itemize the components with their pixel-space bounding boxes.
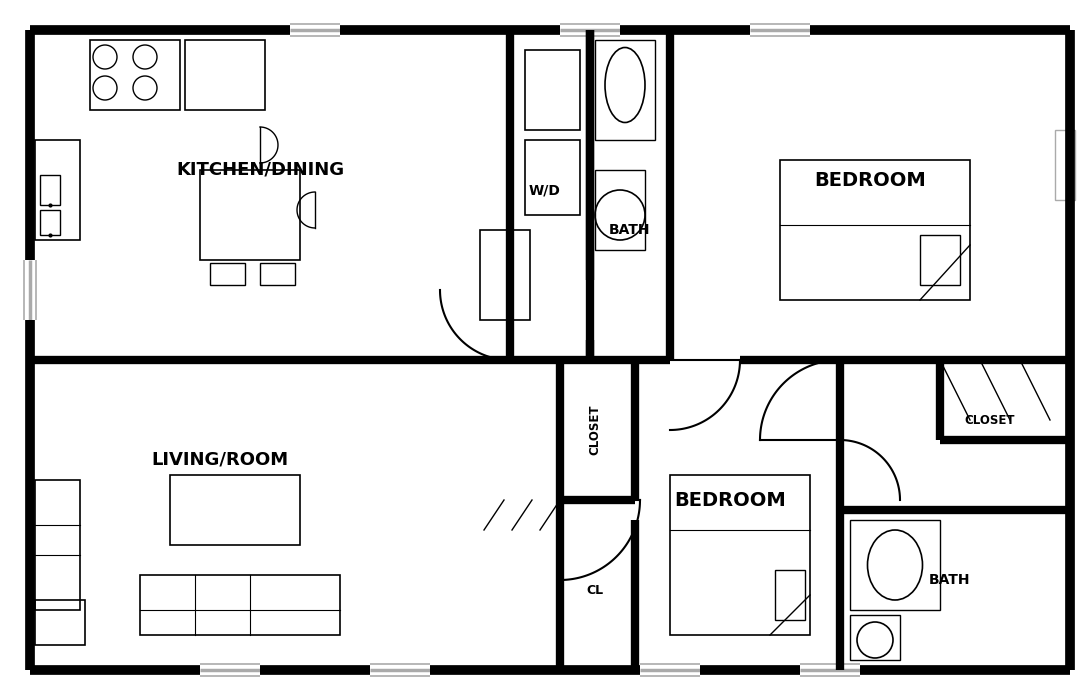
Bar [920, 235, 960, 285]
Bar [210, 263, 245, 285]
Bar [480, 230, 530, 320]
Bar [199, 170, 300, 260]
Text: LIVING/ROOM: LIVING/ROOM [152, 451, 289, 469]
Text: KITCHEN/DINING: KITCHEN/DINING [175, 161, 344, 179]
Bar [90, 40, 180, 110]
Bar [850, 615, 900, 660]
Text: BEDROOM: BEDROOM [674, 491, 786, 510]
Bar [140, 575, 340, 635]
Bar [670, 475, 810, 635]
Text: BATH: BATH [930, 573, 971, 587]
Bar [261, 263, 295, 285]
Bar [1055, 130, 1075, 200]
Text: CL: CL [586, 584, 604, 596]
Bar [35, 600, 85, 645]
Bar [35, 140, 80, 240]
Text: W/D: W/D [529, 183, 561, 197]
Text: CLOSET: CLOSET [589, 405, 602, 455]
Bar [525, 50, 580, 130]
Bar [185, 40, 265, 110]
Bar [775, 570, 806, 620]
Bar [170, 475, 300, 545]
Bar [40, 175, 60, 205]
Bar [850, 520, 940, 610]
Bar [525, 140, 580, 215]
Bar [780, 160, 970, 300]
Bar [35, 480, 80, 610]
Text: CLOSET: CLOSET [965, 414, 1015, 426]
Text: BEDROOM: BEDROOM [814, 171, 925, 190]
Bar [595, 40, 655, 140]
Bar [40, 210, 60, 235]
Text: BATH: BATH [609, 223, 651, 237]
Bar [595, 170, 645, 250]
